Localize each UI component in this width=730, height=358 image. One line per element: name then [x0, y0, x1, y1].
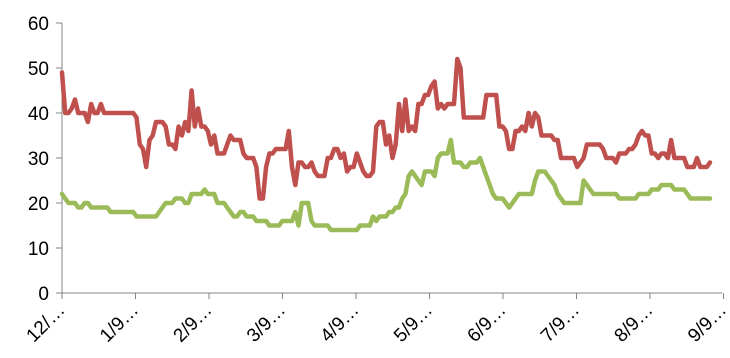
x-tick-label: 5/9… — [390, 300, 437, 347]
x-tick-label: 3/9… — [243, 300, 290, 347]
x-tick-label: 8/9… — [611, 300, 658, 347]
series-group — [59, 56, 713, 233]
y-tick-label: 10 — [28, 239, 49, 260]
x-tick-label: 1/9… — [96, 300, 143, 347]
y-tick-label: 20 — [28, 194, 49, 215]
x-tick-label: 2/9… — [170, 300, 217, 347]
y-tick-label: 60 — [28, 14, 49, 35]
series-line-2 — [59, 137, 713, 233]
y-tick-label: 30 — [28, 149, 49, 170]
x-tick-label: 9/9… — [684, 300, 730, 347]
y-tick-label: 50 — [28, 59, 49, 80]
y-axis: 0 10 20 30 40 50 60 — [28, 14, 63, 305]
series-line-1 — [59, 56, 713, 201]
x-tick-label: 12/… — [23, 300, 70, 347]
x-tick-label: 4/9… — [317, 300, 364, 347]
y-tick-label: 0 — [38, 284, 49, 305]
y-tick-label: 40 — [28, 104, 49, 125]
x-tick-label: 7/9… — [537, 300, 584, 347]
x-tick-label: 6/9… — [464, 300, 511, 347]
x-axis: 12/… 1/9… 2/9… 3/9… 4/9… 5/9… 6/9… 7/9… 8/9… 9/9… — [23, 292, 730, 347]
